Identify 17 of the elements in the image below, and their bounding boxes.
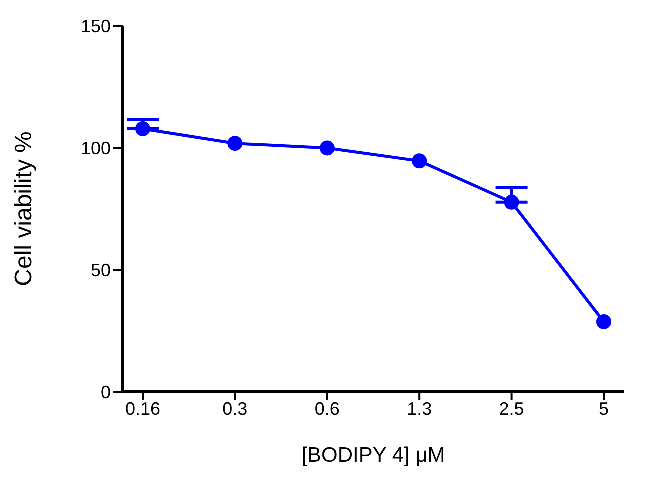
x-tick-label: 0.16 bbox=[125, 398, 161, 419]
y-tick-label: 50 bbox=[90, 260, 111, 280]
x-axis-title: [BODIPY 4] μM bbox=[302, 444, 446, 467]
x-tick-label: 5 bbox=[598, 398, 610, 419]
point bbox=[228, 136, 243, 152]
y-tick-label: 100 bbox=[80, 138, 111, 158]
point bbox=[320, 140, 335, 156]
x-tick-label: 2.5 bbox=[499, 398, 524, 419]
point bbox=[596, 314, 612, 330]
y-tick-label: 0 bbox=[100, 382, 111, 402]
x-tick-label: 0.3 bbox=[222, 398, 248, 419]
y-axis-title: Cell viability % bbox=[10, 132, 38, 286]
x-tick-label: 1.3 bbox=[407, 398, 432, 419]
point bbox=[412, 154, 428, 169]
x-tick-label: 0.6 bbox=[314, 398, 340, 419]
y-tick-label: 150 bbox=[80, 16, 111, 36]
point bbox=[504, 194, 520, 210]
